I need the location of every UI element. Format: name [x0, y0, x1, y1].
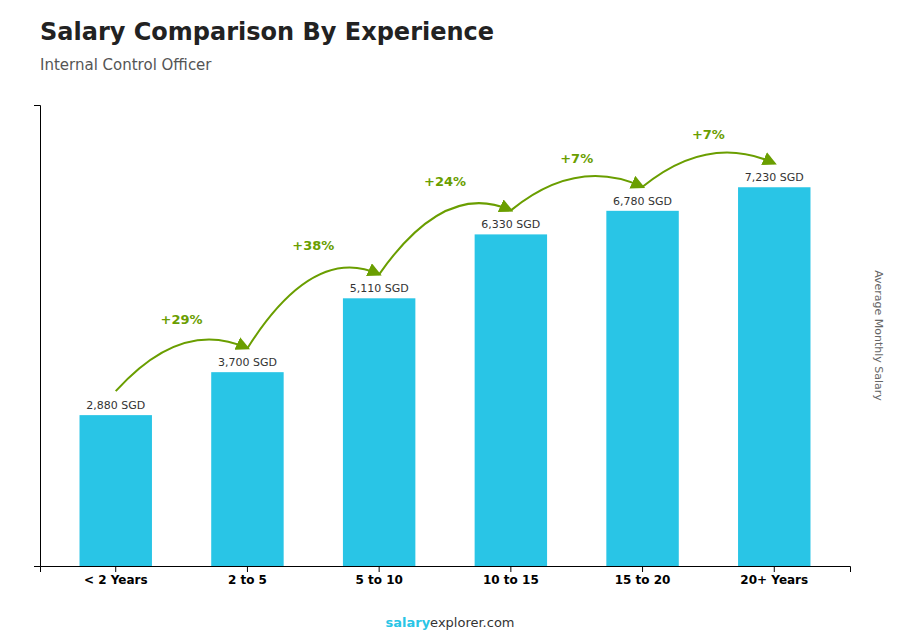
arrow	[116, 339, 248, 391]
data-label: 7,230 SGD	[745, 171, 804, 184]
arrow	[511, 176, 643, 210]
y-axis-line	[34, 106, 41, 567]
x-tick-label: 5 to 10	[355, 573, 402, 587]
x-tick-label: < 2 Years	[84, 573, 148, 587]
x-tick-mark	[379, 566, 380, 572]
bar	[343, 298, 415, 566]
x-tick-mark	[510, 566, 511, 572]
x-axis-line	[41, 567, 851, 573]
y-axis-title: Average Monthly Salary	[872, 270, 885, 401]
data-label: 6,780 SGD	[613, 195, 672, 208]
x-tick-mark	[774, 566, 775, 572]
x-tick-label: 2 to 5	[228, 573, 267, 587]
data-label: 6,330 SGD	[481, 218, 540, 231]
footer: salaryexplorer.com	[385, 615, 514, 630]
annotation: +7%	[560, 151, 593, 166]
x-tick-label: 20+ Years	[740, 573, 808, 587]
x-tick-mark	[642, 566, 643, 572]
x-tick-mark	[115, 566, 116, 572]
bar	[211, 372, 283, 566]
x-tick: 5 to 10	[355, 566, 402, 587]
arrow	[247, 268, 379, 349]
x-tick: < 2 Years	[84, 566, 148, 587]
subtitle: Internal Control Officer	[40, 56, 212, 74]
bar	[475, 234, 547, 566]
bars	[80, 187, 811, 566]
data-label: 5,110 SGD	[350, 282, 409, 295]
annotation: +38%	[292, 238, 334, 253]
annotations: +29% +38% +24% +7% +7%	[116, 127, 775, 391]
title: Salary Comparison By Experience	[40, 18, 494, 46]
footer-part: explorer.com	[430, 615, 514, 630]
data-label: 2,880 SGD	[86, 399, 145, 412]
arrow	[379, 203, 511, 274]
annotation: +29%	[161, 312, 203, 327]
y-axis	[34, 106, 41, 567]
data-label: 3,700 SGD	[218, 356, 277, 369]
x-tick: 10 to 15	[483, 566, 539, 587]
x-tick: 20+ Years	[740, 566, 808, 587]
plot: < 2 Years 2 to 5 5 to 10 10 to 15 15 to 20 20…	[34, 106, 851, 587]
annotation: +24%	[424, 174, 466, 189]
x-tick-mark	[247, 566, 248, 572]
data-labels: 2,880 SGD 3,700 SGD 5,110 SGD 6,330 SGD 6,78…	[86, 171, 804, 412]
x-tick: 15 to 20	[615, 566, 671, 587]
x-tick-label: 10 to 15	[483, 573, 539, 587]
bar	[80, 415, 152, 566]
footer-part: salary	[385, 615, 430, 630]
x-tick-label: 15 to 20	[615, 573, 671, 587]
bar	[738, 187, 810, 566]
chart: Salary Comparison By Experience Internal …	[0, 0, 900, 641]
bar	[606, 211, 678, 566]
annotation: +7%	[692, 127, 725, 142]
x-tick: 2 to 5	[228, 566, 267, 587]
arrow	[643, 152, 775, 186]
x-axis: < 2 Years 2 to 5 5 to 10 10 to 15 15 to 20 20…	[41, 566, 851, 587]
